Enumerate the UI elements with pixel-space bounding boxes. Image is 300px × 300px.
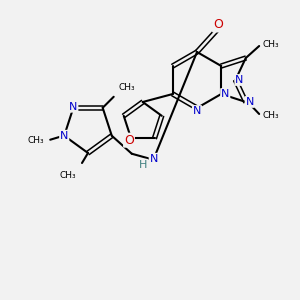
Text: CH₃: CH₃ [119, 83, 135, 92]
Text: O: O [213, 19, 223, 32]
Text: N: N [235, 75, 244, 85]
Text: N: N [221, 89, 230, 99]
Text: N: N [69, 102, 77, 112]
Text: N: N [193, 106, 201, 116]
Text: H: H [139, 160, 147, 170]
Text: CH₃: CH₃ [59, 171, 76, 180]
Text: N: N [246, 97, 254, 107]
Text: CH₃: CH₃ [262, 40, 279, 49]
Text: CH₃: CH₃ [28, 136, 44, 145]
Text: O: O [124, 134, 134, 147]
Text: N: N [150, 154, 158, 164]
Text: CH₃: CH₃ [262, 112, 279, 121]
Text: N: N [60, 131, 68, 141]
